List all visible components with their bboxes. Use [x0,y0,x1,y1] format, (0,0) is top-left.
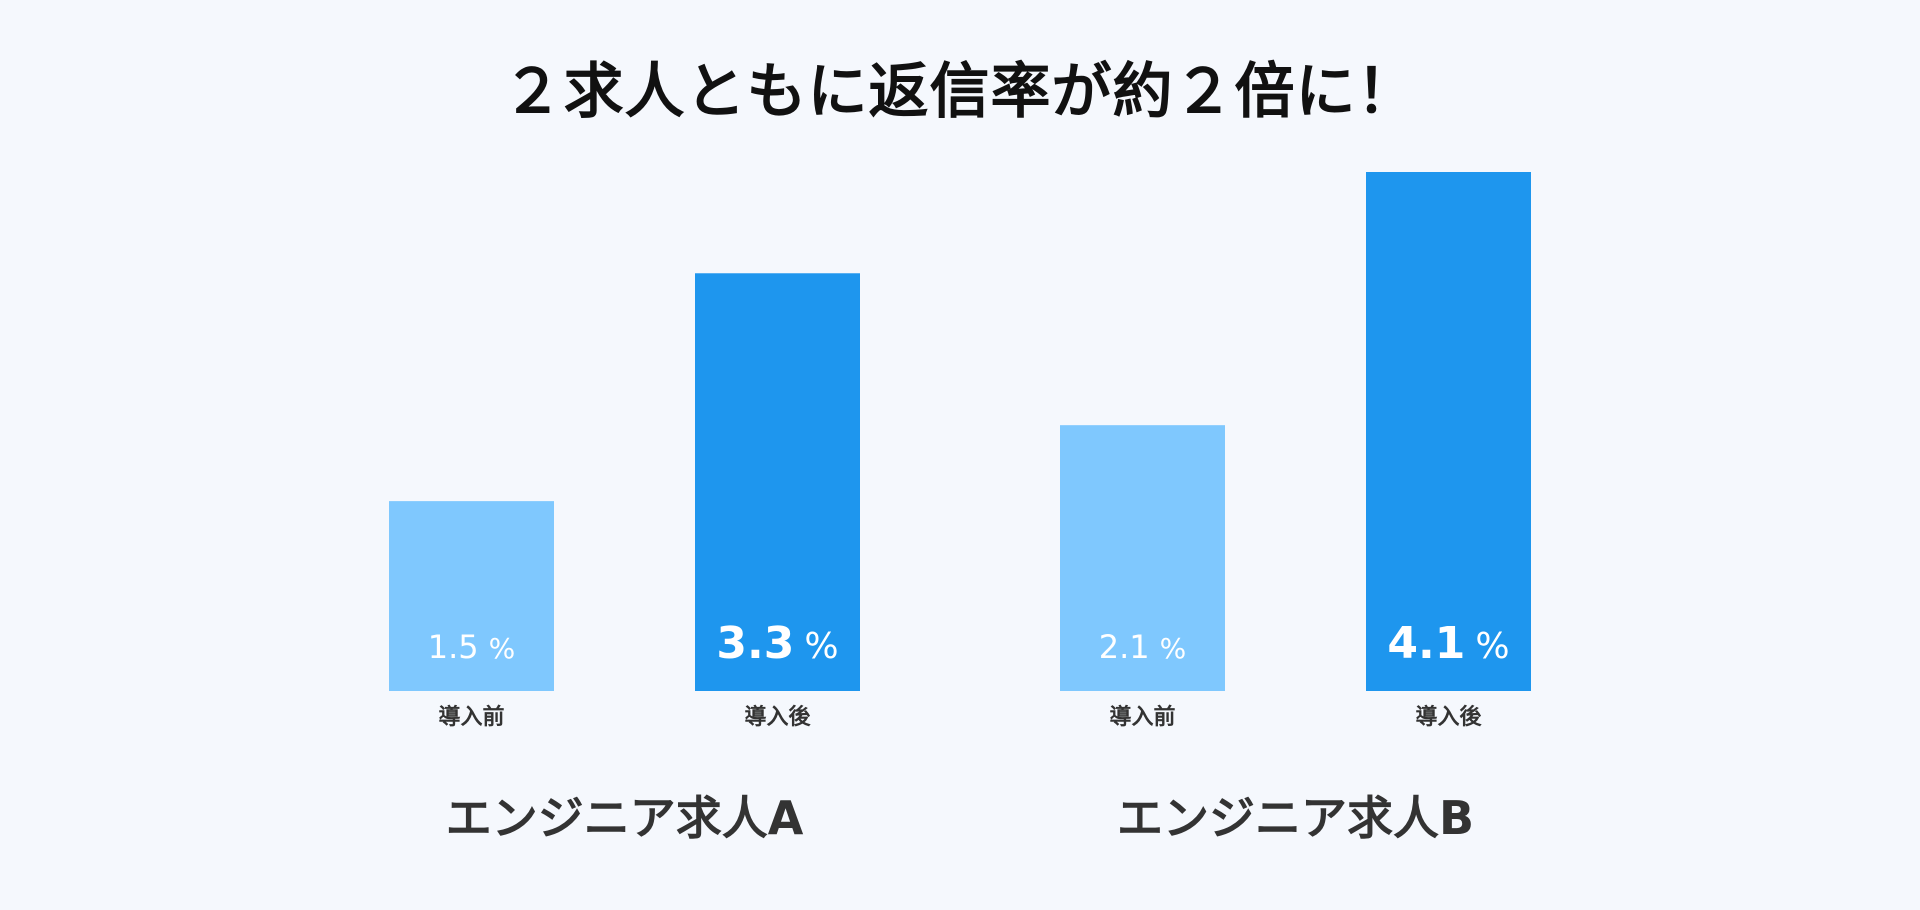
bar-value-label: 2.1% [1099,628,1187,666]
bar-value-number: 4.1 [1387,618,1465,669]
group-label: エンジニア求人B [1117,791,1474,845]
bar-value-unit: % [489,632,516,665]
bar-value-unit: % [1475,626,1509,667]
bar-after [1366,172,1531,691]
bar-before [389,501,554,691]
bar-value-number: 1.5 [428,628,479,666]
bar-category-label: 導入後 [744,704,811,730]
bar-value-label: 3.3% [716,618,838,669]
group-label: エンジニア求人A [446,791,804,845]
bar-value-number: 3.3 [716,618,794,669]
bar-value-label: 1.5% [428,628,516,666]
page-title: ２求人ともに返信率が約２倍に！ [502,57,1418,127]
bar-before [1060,425,1225,691]
bar-value-label: 4.1% [1387,618,1509,669]
bar-value-number: 2.1 [1099,628,1150,666]
bar-after [695,273,860,691]
bar-category-label: 導入後 [1415,704,1482,730]
bar-value-unit: % [1160,632,1187,665]
bar-value-unit: % [804,626,838,667]
bar-category-label: 導入前 [1109,704,1175,730]
bar-category-label: 導入前 [438,704,504,730]
